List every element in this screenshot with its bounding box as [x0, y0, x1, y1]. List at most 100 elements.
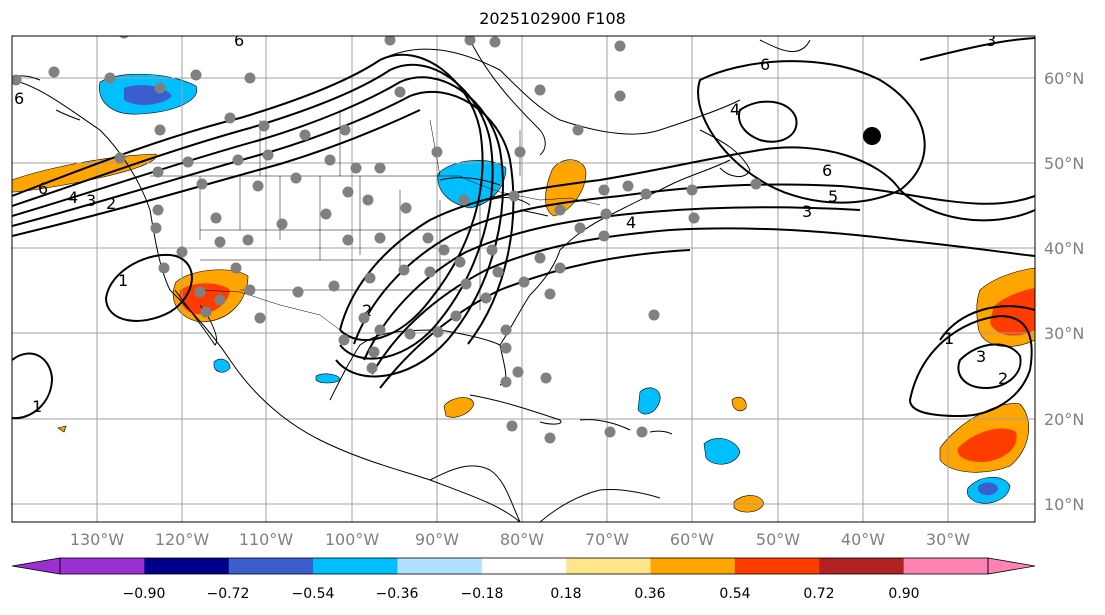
station-dot	[480, 292, 492, 304]
station-dot	[604, 426, 616, 438]
colorbar-tick-label: −0.18	[461, 586, 504, 602]
contour-label: 3	[802, 202, 812, 221]
station-dot	[320, 208, 332, 220]
station-dot	[362, 194, 374, 206]
contour-atlantic-low-inner	[738, 100, 798, 143]
contour-label: 3	[86, 191, 96, 210]
station-dot	[368, 346, 380, 358]
border-us-canada	[150, 175, 601, 206]
station-dot	[150, 222, 162, 234]
station-dot	[750, 178, 762, 190]
colorbar-tick-label: −0.54	[292, 586, 335, 602]
station-dot	[339, 124, 351, 136]
station-dot	[104, 72, 116, 84]
contour-label: 1	[32, 397, 42, 416]
station-dot	[486, 244, 498, 256]
contour-label: 2	[106, 194, 116, 213]
station-dot	[158, 262, 170, 274]
station-dot	[194, 286, 206, 298]
station-dot	[398, 264, 410, 276]
station-dot	[384, 36, 396, 46]
contour-atlantic-low	[697, 60, 926, 204]
station-dot	[230, 262, 242, 274]
low-center-marker	[863, 127, 881, 145]
colorbar-tick-label: −0.72	[207, 586, 250, 602]
colorbar-labels: −0.90 −0.72 −0.54 −0.36 −0.18 0.18 0.36 …	[123, 586, 920, 602]
station-dot	[374, 324, 386, 336]
station-dot	[512, 366, 524, 378]
contour-mid-atlantic-1	[939, 305, 1035, 341]
station-dot	[500, 342, 512, 354]
lat-tick-label: 20°N	[1044, 410, 1084, 429]
contour-label: 1	[118, 271, 128, 290]
station-dot	[404, 328, 416, 340]
contour-label: 4	[730, 100, 740, 119]
station-dot	[366, 362, 378, 374]
contour-trough-east-3	[363, 206, 861, 361]
station-dot	[574, 222, 586, 234]
station-dot	[214, 236, 226, 248]
station-dot	[342, 234, 354, 246]
lon-tick-label: 130°W	[70, 530, 125, 549]
colorbar-segment	[397, 558, 483, 574]
station-dot	[328, 280, 340, 292]
station-dot	[154, 124, 166, 136]
contour-ridge-west-1	[12, 53, 484, 341]
colorbar-segment	[144, 558, 230, 574]
station-dot	[544, 288, 556, 300]
station-dot	[554, 204, 566, 216]
station-dot	[614, 40, 626, 52]
contour-west-closed	[104, 253, 193, 322]
station-dot	[254, 312, 266, 324]
station-dot	[492, 266, 504, 278]
station-dot	[114, 152, 126, 164]
station-dot	[500, 376, 512, 388]
station-dot	[464, 36, 476, 46]
lon-tick-label: 50°W	[756, 530, 800, 549]
plot-title: 2025102900 F108	[479, 9, 626, 28]
station-dot	[292, 286, 304, 298]
contour-label: 4	[626, 213, 636, 232]
contour-label: 2	[998, 369, 1008, 388]
colorbar-tick-label: 0.72	[803, 586, 834, 602]
shade-lakes-blue	[437, 159, 507, 209]
station-dot	[598, 184, 610, 196]
station-dot	[554, 262, 566, 274]
coast-central-america	[429, 465, 521, 522]
lat-tick-label: 10°N	[1044, 495, 1084, 514]
station-dot	[508, 190, 520, 202]
contour-label: 3	[986, 31, 996, 50]
contour-label: 3	[976, 347, 986, 366]
station-dot	[232, 154, 244, 166]
colorbar-segment	[228, 558, 314, 574]
lon-tick-label: 120°W	[155, 530, 210, 549]
station-dot	[324, 154, 336, 166]
contour-label: 6	[760, 55, 770, 74]
lat-tick-label: 60°N	[1044, 69, 1084, 88]
station-dot	[535, 25, 546, 36]
latitude-labels: 60°N 50°N 40°N 30°N 20°N 10°N	[1044, 69, 1084, 514]
colorbar-tick-label: 0.90	[888, 586, 919, 602]
contour-labels: 6 4 3 2 6 1 1 2 6 4 6 5 3 4 1 3 2 6 3	[14, 31, 1008, 416]
coast-puerto-rico	[649, 430, 673, 435]
colorbar-segment	[566, 558, 652, 574]
graticule	[12, 36, 1035, 522]
shade-atlantic-blue-core	[978, 482, 998, 496]
map-frame	[11, 35, 1036, 523]
station-dot	[262, 149, 274, 161]
lon-tick-label: 60°W	[670, 530, 714, 549]
station-dot	[506, 420, 518, 432]
coast-north-america-west	[12, 79, 521, 522]
colorbar-tick-label: 0.54	[719, 586, 750, 602]
station-dot	[622, 180, 634, 192]
station-dot	[196, 178, 208, 190]
station-dot	[48, 66, 60, 78]
contour-southwest-closed	[12, 352, 54, 420]
lon-tick-label: 30°W	[926, 530, 970, 549]
station-dot	[500, 324, 512, 336]
lon-tick-label: 80°W	[500, 530, 544, 549]
station-dot	[600, 208, 612, 220]
station-dot	[540, 372, 552, 384]
station-dot	[152, 166, 164, 178]
